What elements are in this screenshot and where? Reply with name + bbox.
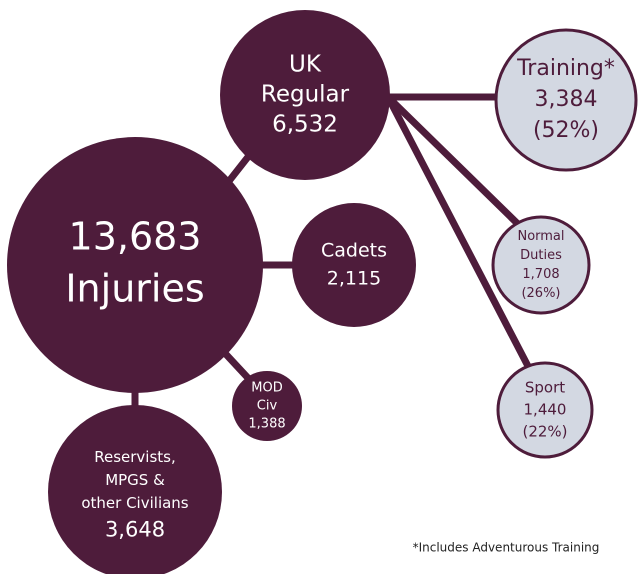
node-label: 1,708: [522, 267, 559, 282]
node-circle: [48, 405, 222, 574]
node-label: other Civilians: [81, 494, 188, 512]
node-label: Training*: [516, 56, 615, 81]
node: MOD Civ 1,388: [232, 371, 302, 441]
node-label: Regular: [261, 82, 350, 108]
node: Normal Duties 1,708 (26%): [491, 215, 591, 315]
node: Reservists, MPGS & other Civilians 3,648: [48, 405, 222, 574]
node: UK Regular 6,532: [220, 10, 390, 180]
node-circle: [232, 371, 302, 441]
node-label: 3,384: [535, 87, 598, 112]
node-label: Duties: [520, 248, 562, 263]
node-label: MOD: [251, 381, 282, 396]
connector: [384, 95, 534, 372]
node-label: 6,532: [272, 112, 338, 138]
footnote: *Includes Adventurous Training: [413, 541, 600, 555]
node: Cadets 2,115: [292, 203, 416, 327]
node-circle: [496, 361, 594, 459]
node-label: (52%): [533, 118, 599, 143]
node-label: Civ: [257, 399, 278, 414]
node-circle: [292, 203, 416, 327]
node-label: Cadets: [321, 240, 387, 262]
node-label: Sport: [525, 379, 565, 397]
node-label: (26%): [521, 286, 560, 301]
node-label: Reservists,: [94, 448, 176, 466]
node-circle: [494, 28, 638, 172]
node-label: 1,388: [248, 417, 285, 432]
node-label: (22%): [522, 423, 567, 441]
nodes: 13,683 Injuries UK Regular 6,532 Training* 3,3…: [7, 10, 638, 574]
node-label: 2,115: [327, 268, 381, 290]
node-label: Injuries: [65, 267, 204, 311]
node-circle: [7, 137, 263, 393]
node-circle: [491, 215, 591, 315]
node-label: 1,440: [524, 401, 567, 419]
node-label: MPGS &: [105, 471, 165, 489]
node-label: 3,648: [105, 518, 165, 542]
node-label: Normal: [517, 229, 564, 244]
node-circle: [220, 10, 390, 180]
node: Sport 1,440 (22%): [496, 361, 594, 459]
node-label: 13,683: [69, 215, 202, 259]
node: Training* 3,384 (52%): [494, 28, 638, 172]
connector: [385, 94, 525, 231]
node-label: UK: [289, 52, 322, 78]
node: 13,683 Injuries: [7, 137, 263, 393]
